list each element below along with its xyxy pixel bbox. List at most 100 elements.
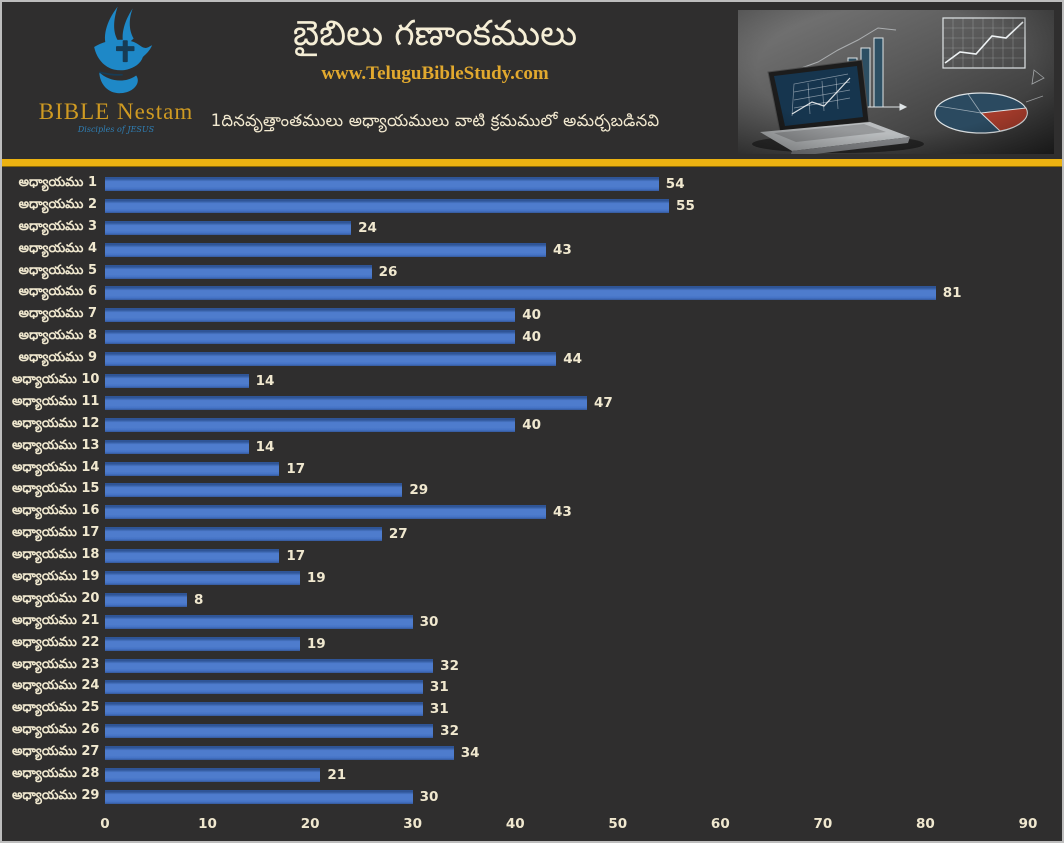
category-label: అధ్యాయము 27 [12,744,100,760]
bar-row: అధ్యాయము 23 32 [12,655,1028,677]
bar-row: అధ్యాయము 4 43 [12,239,1028,261]
bar [105,461,280,476]
bar-row: అధ్యాయము 12 40 [12,414,1028,436]
value-label: 40 [522,329,542,346]
category-label: అధ్యాయము 14 [12,459,100,475]
bar-row: అధ్యాయము 1 54 [12,173,1028,195]
dove-cross-hand-icon [94,6,153,94]
x-axis: 0 10 20 30 40 50 60 70 80 90 [100,815,1037,838]
bar-row: అధ్యాయము 5 26 [12,261,1028,283]
bar-track: 47 [105,394,1028,411]
bar [105,746,454,761]
chart-subtitle: 1దినవృత్తాంతములు అధ్యాయములు వాటి క్రమముల… [210,111,660,131]
brand-tagline: Disciples of JESUS [77,125,155,134]
bar-row: అధ్యాయము 11 47 [12,392,1028,414]
bar [105,417,516,432]
x-tick-label: 60 [710,815,730,832]
bar-row: అధ్యాయము 3 24 [12,217,1028,239]
bar-track: 30 [105,613,1028,630]
bar-row: అధ్యాయము 7 40 [12,304,1028,326]
category-label: అధ్యాయము 15 [12,481,100,497]
bar [105,352,557,367]
bar [105,789,413,804]
bar-track: 31 [105,679,1028,695]
value-label: 19 [306,635,326,652]
category-label: అధ్యాయము 23 [12,656,100,672]
bar-row: అధ్యాయము 28 21 [12,764,1028,786]
bar [105,570,300,585]
category-label: అధ్యాయము 13 [12,437,100,453]
x-tick-label: 0 [100,815,110,832]
bar-row: అధ్యాయము 24 31 [12,676,1028,698]
bar [105,264,372,279]
decor-photo-laptop-charts [738,10,1054,154]
bar [105,592,188,607]
bar-track: 32 [105,723,1028,739]
x-tick-label: 70 [813,815,833,832]
value-label: 34 [460,745,480,762]
category-label: అధ్యాయము 24 [12,678,100,694]
category-label: అధ్యాయము 16 [12,503,100,519]
category-label: అధ్యాయము 5 [18,262,97,278]
category-label: అధ్యాయము 28 [12,765,100,781]
website-url: www.TeluguBibleStudy.com [321,63,549,85]
value-label: 43 [552,241,572,258]
bar-track: 17 [105,460,1028,477]
bar-track: 40 [105,329,1028,346]
bar-row: అధ్యాయము 17 27 [12,523,1028,545]
bar [105,198,670,213]
value-label: 44 [563,351,583,368]
bar [105,680,423,695]
title-block: బైబిలు గణాంకములు www.TeluguBibleStudy.co… [185,14,685,134]
value-label: 40 [522,416,542,433]
bar [105,614,413,629]
value-label: 17 [286,460,306,477]
bar-row: అధ్యాయము 25 31 [12,698,1028,720]
bar-track: 21 [105,766,1028,783]
bar-row: అధ్యాయము 19 19 [12,567,1028,589]
category-label: అధ్యాయము 2 [18,196,97,212]
bar [105,286,936,301]
bar-row: అధ్యాయము 26 32 [12,720,1028,742]
bar [105,702,423,717]
bar [105,658,434,673]
bar-row: అధ్యాయము 8 40 [12,326,1028,348]
x-tick-label: 90 [1018,815,1038,832]
category-label: అధ్యాయము 7 [18,306,97,322]
brand-name: BIBLE Nestam [38,99,194,124]
category-label: అధ్యాయము 25 [12,700,100,716]
bar-track: 26 [105,264,1028,280]
bar [105,767,321,782]
bar [105,636,300,651]
value-label: 30 [419,788,439,805]
category-label: అధ్యాయము 19 [12,568,100,584]
bar-row: అధ్యాయము 10 14 [12,370,1028,392]
bar-track: 31 [105,701,1028,717]
bar-row: అధ్యాయము 2 55 [12,195,1028,217]
value-label: 17 [286,548,306,565]
bar [105,176,659,191]
bar-row: అధ్యాయము 15 29 [12,479,1028,501]
gold-divider [2,159,1062,167]
x-tick-label: 20 [300,815,320,832]
bar-row: అధ్యాయము 9 44 [12,348,1028,370]
bar-track: 32 [105,658,1028,674]
bar-row: అధ్యాయము 6 81 [12,282,1028,304]
value-label: 81 [942,285,962,302]
category-label: అధ్యాయము 12 [12,415,100,431]
bar-track: 43 [105,504,1028,520]
bar-track: 40 [105,416,1028,433]
value-label: 47 [594,394,613,411]
bar [105,242,546,257]
bar-row: అధ్యాయము 21 30 [12,611,1028,633]
bar [105,724,434,739]
value-label: 24 [358,219,377,236]
value-label: 21 [327,766,347,783]
value-label: 8 [194,591,204,608]
value-label: 27 [388,526,408,543]
bar-track: 40 [105,307,1028,323]
bar [105,505,546,520]
bar [105,527,382,542]
value-label: 30 [419,613,439,630]
